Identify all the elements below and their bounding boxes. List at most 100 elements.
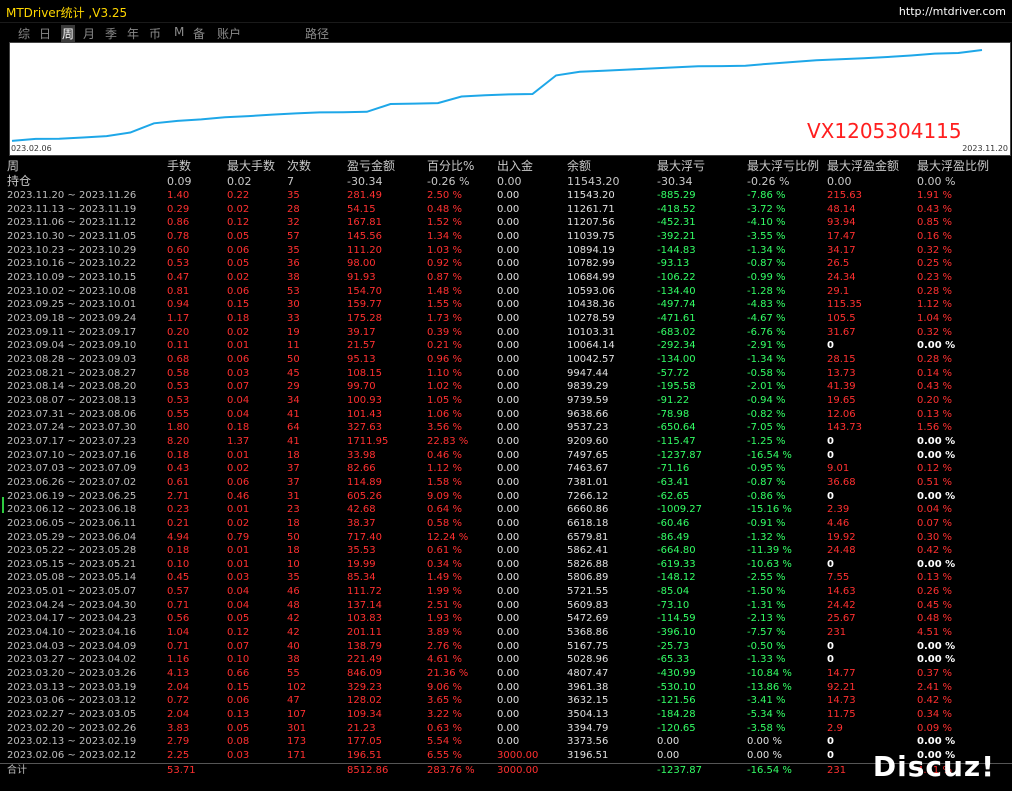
- tab-7[interactable]: M: [174, 25, 185, 39]
- cell-7: 10894.19: [567, 244, 615, 256]
- tab-10[interactable]: 路径: [305, 27, 330, 41]
- table-row: 2023.06.19 ~ 2023.06.25 2.71 0.46 31 605.26 9…: [0, 490, 1012, 504]
- cell-8: -63.41: [657, 476, 690, 488]
- cell-6: 0.00: [497, 572, 520, 584]
- cell-11: 0.42 %: [917, 695, 952, 707]
- cell-9: 0.00 %: [747, 750, 782, 762]
- cell-9: -2.91 %: [747, 340, 786, 352]
- cell-3: 41: [287, 408, 300, 420]
- cell-2: 0.03: [227, 750, 250, 762]
- cell-0: 2023.04.24 ~ 2023.04.30: [7, 599, 137, 611]
- cell-10: 0: [827, 558, 834, 570]
- cell-3: 38: [287, 271, 300, 283]
- tab-5[interactable]: 年: [127, 27, 140, 41]
- cell-5: 0.58 %: [427, 517, 462, 529]
- cell-4: 128.02: [347, 695, 382, 707]
- cell-11: 0.00 %: [917, 490, 956, 502]
- header-1: 手数: [167, 159, 192, 173]
- tab-1[interactable]: 日: [39, 27, 52, 41]
- cell-11: 0.00 %: [917, 736, 956, 748]
- table-row: 2023.08.28 ~ 2023.09.03 0.68 0.06 50 95.13 0.…: [0, 353, 1012, 367]
- cell-5: 1.55 %: [427, 299, 462, 311]
- cell-2: 0.12: [227, 217, 250, 229]
- cell-4: 35.53: [347, 545, 376, 557]
- cell-10: 231: [827, 627, 847, 639]
- cell-2: 0.66: [227, 668, 250, 680]
- cell-7: 7497.65: [567, 449, 609, 461]
- cell-10: 7.55: [827, 572, 850, 584]
- cell-11: 0.20 %: [917, 394, 952, 406]
- cell-6: 0.00: [497, 340, 520, 352]
- total-maxprofit: 231: [827, 764, 847, 776]
- cell-8: -452.31: [657, 217, 696, 229]
- cell-0: 2023.05.15 ~ 2023.05.21: [7, 558, 137, 570]
- cell-9: -4.83 %: [747, 299, 786, 311]
- cell-9: 0.00 %: [747, 736, 782, 748]
- cell-11: 0.32 %: [917, 244, 952, 256]
- cell-1: 0.55: [167, 408, 190, 420]
- cell-4: 177.05: [347, 736, 382, 748]
- cell-7: 9739.59: [567, 394, 609, 406]
- cell-10: 2.39: [827, 504, 850, 516]
- cell-2: 0.02: [227, 326, 250, 338]
- header-11: 最大浮盈比例: [917, 159, 990, 173]
- tab-8[interactable]: 备: [193, 27, 206, 41]
- cell-5: 2.76 %: [427, 640, 462, 652]
- cell-5: 21.36 %: [427, 668, 469, 680]
- cell-6: 0.00: [497, 476, 520, 488]
- cell-11: 0.00 %: [917, 449, 956, 461]
- tab-0[interactable]: 综: [18, 27, 31, 41]
- cell-3: 29: [287, 381, 300, 393]
- cell-7: 10684.99: [567, 271, 615, 283]
- cell-9: -0.50 %: [747, 640, 786, 652]
- cell-3: 30: [287, 299, 300, 311]
- cell-6: 0.00: [497, 381, 520, 393]
- cell-3: 18: [287, 449, 300, 461]
- cell-1: 0.60: [167, 244, 190, 256]
- cell-6: 0.00: [497, 312, 520, 324]
- cell-2: 0.46: [227, 490, 250, 502]
- cell-10: 29.1: [827, 285, 850, 297]
- cell-11: 2.41 %: [917, 681, 952, 693]
- cell-4: 99.70: [347, 381, 376, 393]
- cell-2: 0.05: [227, 613, 250, 625]
- cell-4: 145.56: [347, 230, 382, 242]
- cell-7: 10593.06: [567, 285, 615, 297]
- cell-7: 5721.55: [567, 586, 609, 598]
- cell-2: 0.13: [227, 709, 250, 721]
- cell-9: -3.72 %: [747, 203, 786, 215]
- tab-6[interactable]: 币: [149, 27, 162, 41]
- tab-4[interactable]: 季: [105, 27, 118, 41]
- cell-8: -85.04: [657, 586, 690, 598]
- chart-end-date: 2023.11.20: [962, 144, 1008, 153]
- tab-3[interactable]: 月: [83, 27, 96, 41]
- cell-8: -65.33: [657, 654, 690, 666]
- cell-10: 19.92: [827, 531, 856, 543]
- table-row: 2023.06.12 ~ 2023.06.18 0.23 0.01 23 42.68 0.…: [0, 503, 1012, 517]
- cell-5: 1.05 %: [427, 394, 462, 406]
- cell-11: 0.16 %: [917, 230, 952, 242]
- cell-4: 82.66: [347, 463, 376, 475]
- cell-2: 0.04: [227, 599, 250, 611]
- cell-7: 11207.56: [567, 217, 615, 229]
- cell-8: -144.83: [657, 244, 696, 256]
- cell-5: 0.61 %: [427, 545, 462, 557]
- cell-6: 0.00: [497, 244, 520, 256]
- cell-9: -10.63 %: [747, 558, 792, 570]
- cell-3: 28: [287, 203, 300, 215]
- cell-0: 2023.10.09 ~ 2023.10.15: [7, 271, 137, 283]
- tab-2[interactable]: 周: [61, 25, 76, 42]
- cell-2: 0.22: [227, 190, 250, 201]
- cell-2: 0.03: [227, 367, 250, 379]
- tab-9[interactable]: 账户: [217, 27, 242, 41]
- table-row: 2023.10.23 ~ 2023.10.29 0.60 0.06 35 111.20 1…: [0, 244, 1012, 258]
- cell-8: -184.28: [657, 709, 696, 721]
- website-link[interactable]: http://mtdriver.com: [898, 5, 1006, 18]
- cell-10: 34.17: [827, 244, 856, 256]
- table-row: 2023.11.20 ~ 2023.11.26 1.40 0.22 35 281.49 2…: [0, 189, 1012, 203]
- table-row: 2023.07.10 ~ 2023.07.16 0.18 0.01 18 33.98 0.…: [0, 449, 1012, 463]
- cell-4: 42.68: [347, 504, 376, 516]
- cell-0: 2023.09.04 ~ 2023.09.10: [7, 340, 137, 352]
- cell-7: 10278.59: [567, 312, 615, 324]
- header-9: 最大浮亏比例: [747, 159, 820, 173]
